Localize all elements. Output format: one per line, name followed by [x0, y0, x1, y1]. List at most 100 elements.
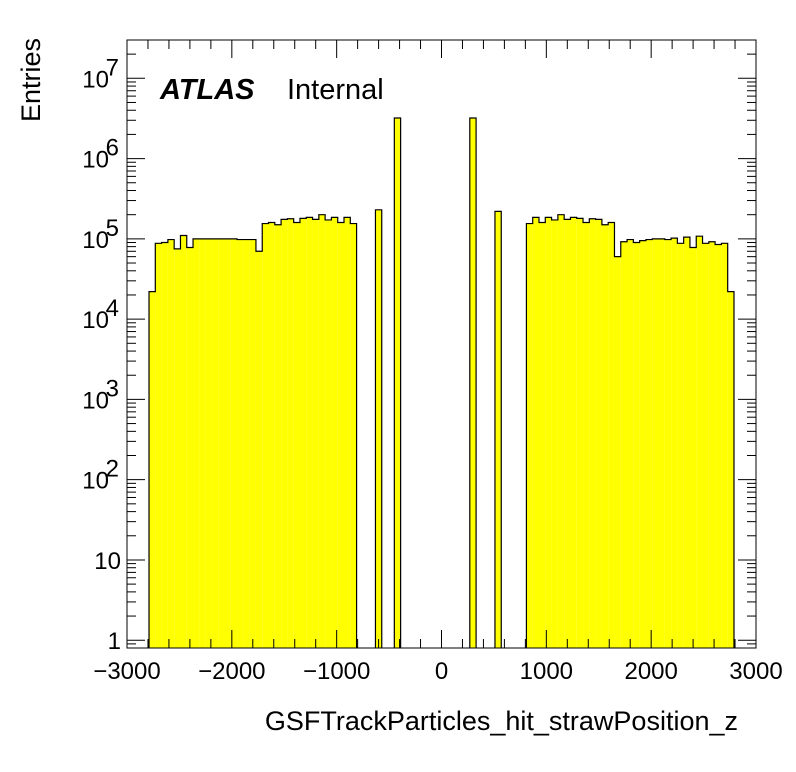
y-tick-label: 10 — [82, 227, 109, 254]
internal-label: Internal — [287, 74, 384, 106]
x-axis-title: GSFTrackParticles_hit_strawPosition_z — [265, 706, 738, 736]
histogram-bar — [721, 243, 728, 648]
histogram-bar — [255, 251, 263, 648]
histogram-bar — [469, 118, 477, 649]
histogram-bar — [620, 241, 628, 649]
histogram-bar — [218, 238, 225, 648]
histogram-bar — [614, 256, 621, 648]
histogram-bar — [167, 239, 175, 649]
y-tick-label: 10 — [82, 147, 109, 174]
histogram-bar — [230, 238, 238, 648]
y-tick-label: 1 — [108, 628, 121, 655]
histogram-bar — [161, 242, 168, 648]
histogram-bar — [671, 238, 678, 648]
histogram-bar — [211, 238, 219, 648]
histogram-bar — [350, 223, 357, 648]
histogram-bar — [281, 219, 288, 648]
x-tick-label: 2000 — [624, 658, 677, 685]
histogram-bar — [639, 240, 646, 648]
histogram-bar — [683, 237, 690, 648]
x-tick-label: 1000 — [520, 658, 573, 685]
x-tick-label: −3000 — [93, 658, 160, 685]
y-tick-label-exponent: 3 — [106, 375, 119, 402]
histogram-bar — [677, 243, 684, 648]
x-tick-label: 0 — [435, 658, 448, 685]
axis-ticks — [126, 39, 757, 649]
histogram-bar — [608, 222, 615, 648]
histogram-bar — [595, 219, 602, 648]
y-tick-label: 10 — [82, 307, 109, 334]
histogram-bar — [224, 238, 231, 648]
histogram-bar — [394, 118, 401, 649]
y-tick-label-exponent: 6 — [106, 135, 119, 162]
histogram-bar — [727, 291, 734, 648]
y-tick-label: 10 — [94, 548, 121, 575]
histogram-bar — [199, 238, 206, 648]
histogram-bar — [601, 224, 609, 648]
histogram-outline-layer — [148, 117, 735, 648]
y-tick-label: 10 — [82, 468, 109, 495]
histogram-bar — [576, 218, 584, 648]
histogram-bar — [708, 241, 716, 649]
histogram-bar — [312, 219, 319, 648]
histogram-bar — [274, 224, 282, 648]
histogram-bar — [589, 218, 596, 648]
histogram-bar — [664, 239, 672, 649]
histogram-bar — [696, 236, 703, 649]
x-tick-labels: −3000 −2000 −1000 0 1000 2000 3000 — [93, 658, 782, 685]
histogram-bar — [583, 222, 590, 648]
histogram-bar — [205, 238, 212, 648]
x-tick-label: −1000 — [303, 658, 370, 685]
histogram-bar — [658, 238, 665, 648]
histogram-bar — [186, 247, 194, 649]
histogram-bar — [715, 244, 722, 648]
histogram-bar — [702, 243, 709, 648]
histogram-bar — [237, 239, 244, 649]
histogram-bar — [249, 239, 256, 649]
y-tick-label-exponent: 5 — [106, 215, 119, 242]
histogram-bar — [180, 235, 187, 649]
histogram-bar — [494, 211, 502, 648]
histogram-bar — [318, 214, 326, 648]
histogram-bar — [293, 222, 300, 648]
histogram-bar — [287, 218, 294, 648]
histogram-bar — [174, 248, 181, 648]
histogram-bar — [557, 214, 565, 648]
histogram-bar — [564, 219, 571, 648]
atlas-label: ATLAS — [159, 74, 255, 106]
x-tick-label: −2000 — [198, 658, 265, 685]
histogram-bar — [344, 217, 351, 648]
histogram-bar — [375, 209, 382, 648]
histogram-outline — [148, 117, 735, 648]
x-tick-label: 3000 — [729, 658, 782, 685]
histogram-bar — [243, 239, 250, 649]
y-tick-label-exponent: 7 — [106, 54, 119, 81]
y-tick-label-exponent: 2 — [106, 456, 119, 483]
histogram-bar — [570, 217, 577, 648]
histogram-bars — [149, 118, 734, 649]
histogram-bar — [155, 243, 162, 648]
histogram-bar — [325, 219, 332, 649]
y-tick-label-exponent: 4 — [106, 295, 119, 322]
y-tick-label: 10 — [82, 387, 109, 414]
y-axis-title: Entries — [16, 38, 46, 122]
histogram-bar — [627, 239, 634, 649]
histogram-bar — [551, 219, 558, 649]
histogram-bar — [689, 247, 697, 649]
histogram-bar — [299, 218, 307, 648]
y-tick-label: 10 — [82, 66, 109, 93]
histogram-bar — [526, 223, 533, 648]
histogram-bar — [193, 238, 200, 648]
histogram-bar — [149, 291, 156, 648]
histogram-bar — [337, 222, 345, 648]
histogram-bar — [633, 242, 640, 648]
histogram-bar — [268, 222, 275, 648]
histogram-bar — [545, 217, 552, 648]
histogram-bar — [538, 222, 546, 648]
histogram-bar — [306, 217, 313, 648]
histogram-bar — [652, 238, 659, 648]
histogram-bar — [331, 217, 338, 648]
histogram-bar — [645, 239, 653, 649]
